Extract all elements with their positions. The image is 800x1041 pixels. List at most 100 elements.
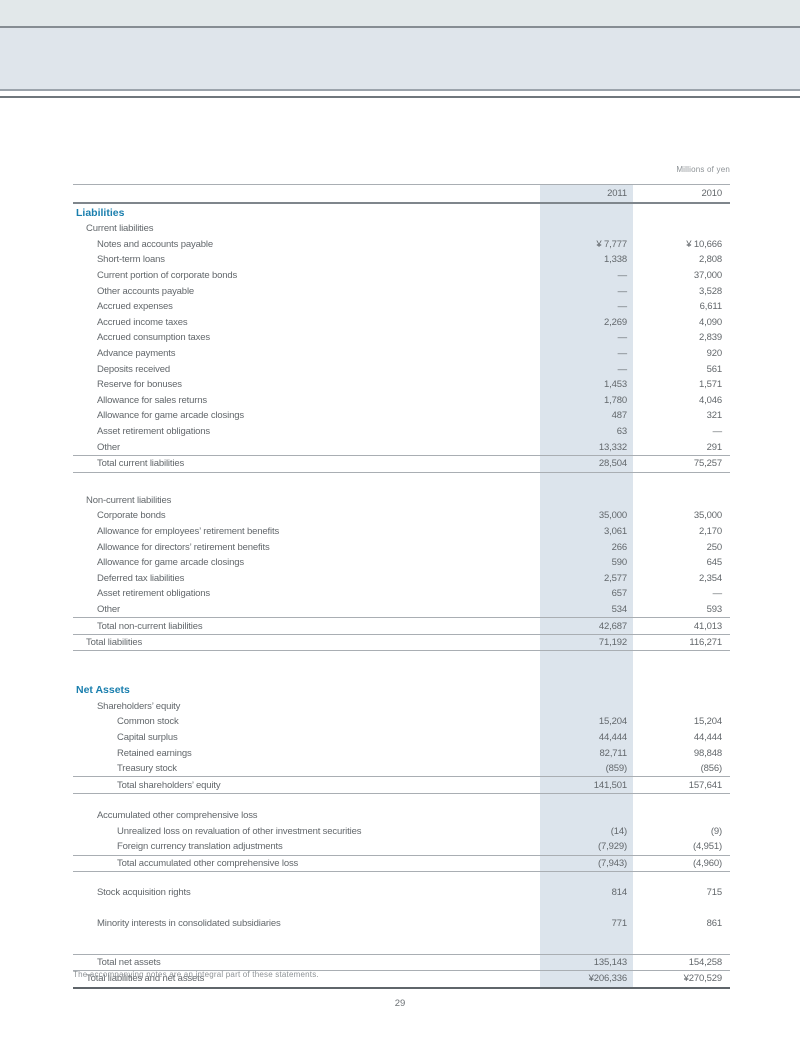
column-header-row: 2011 2010: [73, 184, 730, 204]
line-item: Foreign currency translation adjustments…: [73, 839, 730, 855]
row-label: Allowance for sales returns: [97, 394, 208, 406]
value-2010: 2,808: [698, 254, 722, 266]
value-2010: 593: [706, 603, 723, 615]
line-item: Allowance for game arcade closings 590 645: [73, 554, 730, 571]
spacer-row: [73, 899, 730, 916]
value-2010: 2,354: [698, 572, 722, 584]
row-label: Minority interests in consolidated subsi…: [97, 918, 281, 930]
value-2011: 1,338: [540, 252, 633, 268]
row-label: Total liabilities and net assets: [86, 973, 205, 985]
value-2011: ¥206,336: [540, 971, 633, 987]
value-2010: 645: [706, 557, 723, 569]
section-heading-net-assets: Net Assets: [73, 681, 730, 699]
value-2011: [540, 221, 633, 237]
value-2010: 6,611: [699, 301, 722, 313]
value-2011: —: [540, 330, 633, 346]
row-label: Corporate bonds: [97, 510, 166, 522]
value-2010: ¥ 10,666: [686, 238, 722, 250]
value-2010: 98,848: [693, 747, 722, 759]
row-label: Accrued consumption taxes: [97, 332, 210, 344]
line-item: Deferred tax liabilities 2,577 2,354: [73, 570, 730, 587]
row-label: Notes and accounts payable: [97, 238, 213, 250]
line-item: Unrealized loss on revaluation of other …: [73, 823, 730, 840]
line-item: Current portion of corporate bonds — 37,00…: [73, 267, 730, 284]
value-2011: 82,711: [540, 745, 633, 761]
row-label: Deferred tax liabilities: [97, 572, 185, 584]
spacer-row: [73, 472, 730, 493]
value-2011: 657: [540, 586, 633, 602]
value-2011: 266: [540, 539, 633, 555]
row-label: Allowance for directors’ retirement bene…: [97, 541, 270, 553]
group-heading: Current liabilities: [73, 221, 730, 237]
value-2011: [540, 794, 633, 808]
value-2010: 44,444: [693, 731, 722, 743]
line-item: Reserve for bonuses 1,453 1,571: [73, 376, 730, 393]
row-label: Accrued income taxes: [97, 316, 188, 328]
value-2010: [633, 794, 730, 808]
value-2010: 250: [706, 541, 723, 553]
value-2010: [633, 872, 730, 884]
line-item: Notes and accounts payable ¥ 7,777 ¥ 10,66…: [73, 236, 730, 253]
row-label: Retained earnings: [117, 747, 192, 759]
row-label: Accumulated other comprehensive loss: [97, 810, 258, 822]
value-2011: 135,143: [540, 954, 633, 971]
row-label: Deposits received: [97, 363, 170, 375]
row-label: Net Assets: [76, 683, 130, 696]
value-2011: 42,687: [540, 618, 633, 634]
value-2011: 534: [540, 601, 633, 618]
value-2010: 2010: [701, 188, 722, 199]
row-label: Capital surplus: [117, 731, 178, 743]
value-2011: 2,577: [540, 570, 633, 587]
row-label: Total liabilities: [86, 637, 143, 649]
total-row: Total shareholders’ equity 141,501 157,641: [73, 776, 730, 794]
value-2010: 715: [706, 886, 723, 898]
total-row: Total liabilities 71,192 116,271: [73, 634, 730, 652]
line-item: Allowance for sales returns 1,780 4,046: [73, 392, 730, 409]
value-2010: 37,000: [693, 270, 722, 282]
value-2011: —: [540, 361, 633, 377]
value-2011: ¥ 7,777: [540, 236, 633, 253]
value-2010: [633, 808, 730, 824]
value-2010: [633, 204, 730, 221]
line-item: Advance payments — 920: [73, 345, 730, 362]
line-item: Minority interests in consolidated subsi…: [73, 915, 730, 932]
row-label: Allowance for game arcade closings: [97, 557, 244, 569]
value-2011: 35,000: [540, 508, 633, 524]
value-2011: (14): [540, 823, 633, 840]
total-row: Total net assets 135,143 154,258: [73, 953, 730, 972]
balance-sheet-table: 2011 2010 Liabilities Current liabilities No…: [73, 184, 730, 989]
row-label: Foreign currency translation adjustments: [117, 841, 283, 853]
row-label: Unrealized loss on revaluation of other …: [117, 825, 362, 837]
value-2010: —: [712, 588, 723, 600]
line-item: Allowance for game arcade closings 487 321: [73, 408, 730, 424]
row-label: Advance payments: [97, 348, 176, 360]
line-item: Asset retirement obligations 657 —: [73, 586, 730, 602]
row-label: Other accounts payable: [97, 285, 195, 297]
value-2011: 141,501: [540, 777, 633, 793]
row-label: Current liabilities: [86, 223, 154, 235]
footnote: The accompanying notes are an integral p…: [73, 970, 319, 979]
line-item: Other 13,332 291: [73, 439, 730, 455]
header-band-top: [0, 0, 800, 28]
value-2010: [633, 932, 730, 954]
spacer-row: [73, 651, 730, 682]
value-2010: (9): [710, 825, 722, 837]
row-label: Stock acquisition rights: [97, 886, 191, 898]
line-item: Corporate bonds 35,000 35,000: [73, 508, 730, 524]
value-2010: —: [712, 426, 723, 438]
value-2011: 1,453: [540, 376, 633, 393]
value-2011: 590: [540, 554, 633, 571]
units-label: Millions of yen: [676, 165, 730, 174]
spacer-row: [73, 931, 730, 954]
value-2011: 1,780: [540, 392, 633, 409]
total-row: Total accumulated other comprehensive lo…: [73, 854, 730, 873]
value-2011: [540, 808, 633, 824]
line-item: Accrued expenses — 6,611: [73, 298, 730, 315]
row-label: Total current liabilities: [97, 458, 185, 470]
value-2011: [540, 492, 633, 509]
value-2011: 15,204: [540, 714, 633, 730]
value-2011: 2011: [540, 185, 633, 202]
value-2010: 861: [706, 918, 723, 930]
value-2010: 116,271: [689, 637, 722, 649]
row-label: Liabilities: [76, 206, 125, 219]
